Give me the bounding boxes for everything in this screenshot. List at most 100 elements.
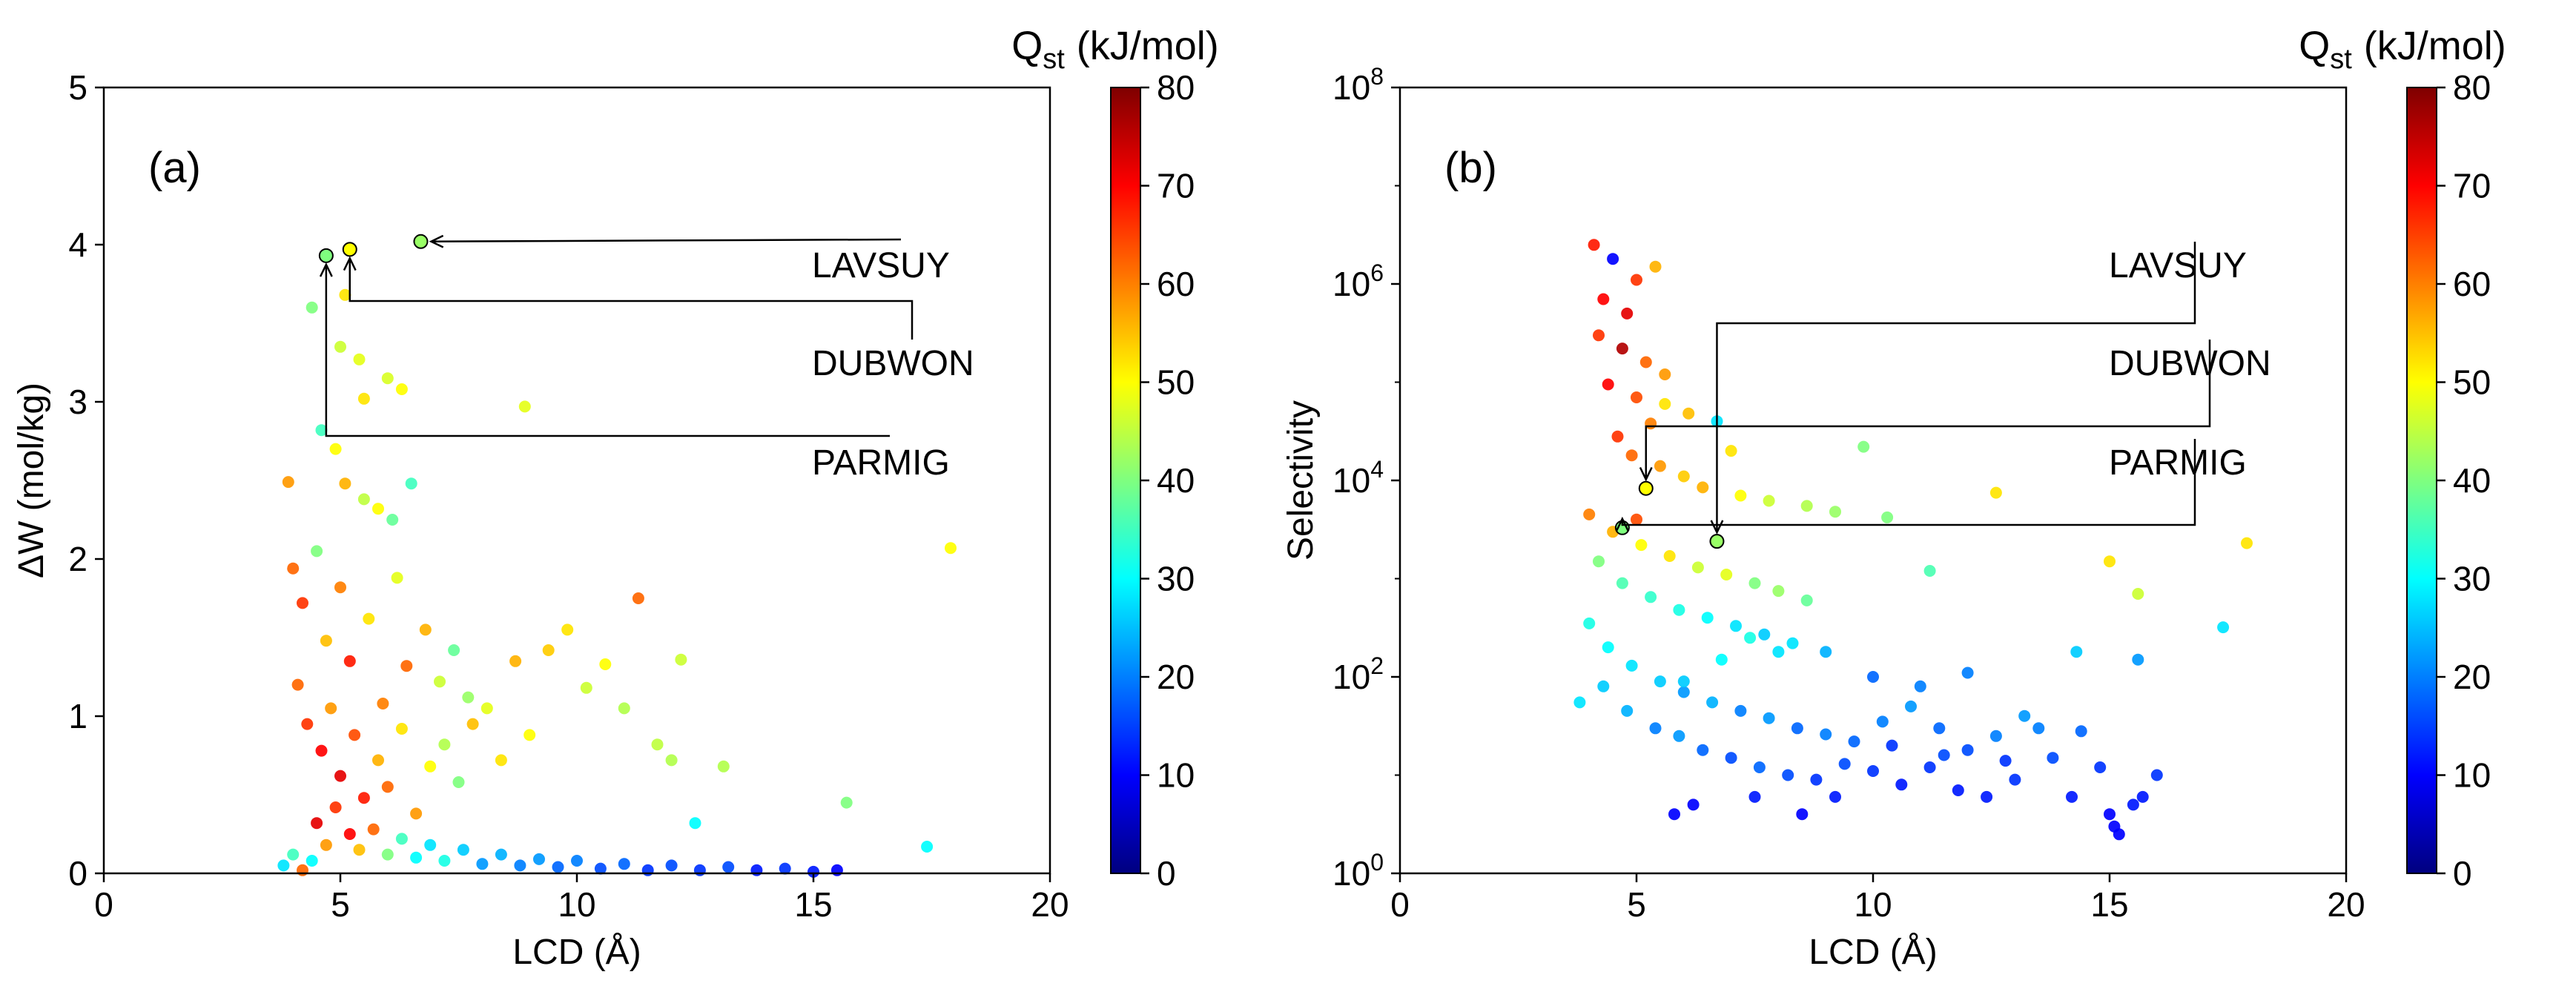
scatter-point xyxy=(1597,293,1610,305)
scatter-point xyxy=(1659,397,1671,410)
scatter-point xyxy=(320,635,332,647)
scatter-point xyxy=(1659,368,1671,380)
scatter-point xyxy=(1810,773,1823,786)
scatter-point xyxy=(1682,407,1695,420)
callout-point xyxy=(1638,480,1654,496)
x-tick-label: 10 xyxy=(558,885,595,924)
callout-point xyxy=(318,248,334,263)
scatter-point xyxy=(2047,752,2059,764)
scatter-point xyxy=(2104,555,2116,568)
callout-arrowhead xyxy=(1615,516,1629,532)
scatter-point xyxy=(381,372,394,385)
scatter-point xyxy=(1593,555,1605,568)
scatter-point xyxy=(1905,700,1917,712)
scatter-point xyxy=(349,729,361,741)
panel-label-a: (a) xyxy=(148,144,201,192)
colorbar-title-sub-b: st xyxy=(2330,44,2352,75)
scatter-point xyxy=(1952,784,1964,796)
y-tick-base: 10 xyxy=(1332,658,1370,696)
x-tick-label: 15 xyxy=(2090,885,2128,924)
colorbar-title-sub-a: st xyxy=(1043,44,1065,75)
scatter-point xyxy=(381,848,394,861)
scatter-point xyxy=(1782,769,1794,781)
scatter-point xyxy=(391,572,403,584)
scatter-point xyxy=(717,760,730,773)
scatter-point xyxy=(1611,430,1624,443)
colorbar-gradient-a xyxy=(1110,87,1141,874)
scatter-point xyxy=(334,581,346,594)
scatter-point xyxy=(665,859,678,872)
scatter-point xyxy=(1720,569,1733,580)
scatter-point xyxy=(357,493,370,506)
scatter-point xyxy=(372,503,384,515)
scatter-point xyxy=(1597,680,1610,692)
y-axis-title-a: ΔW (mol/kg) xyxy=(12,383,51,578)
scatter-point xyxy=(1989,486,2002,499)
scatter-point xyxy=(434,675,446,688)
scatter-point xyxy=(2104,808,2116,821)
scatter-point xyxy=(1730,620,1742,632)
scatter-point xyxy=(395,723,408,735)
scatter-point xyxy=(438,738,451,751)
scatter-point xyxy=(1838,758,1851,770)
scatter-point xyxy=(410,851,423,864)
x-axis-title-a: LCD (Å) xyxy=(512,933,641,972)
scatter-point xyxy=(641,864,654,876)
x-tick-label: 15 xyxy=(794,885,832,924)
colorbar-tick-label: 20 xyxy=(2453,658,2491,696)
scatter-point xyxy=(1857,440,1870,453)
scatter-point xyxy=(357,792,370,804)
scatter-point xyxy=(1616,343,1628,355)
scatter-point xyxy=(1583,508,1596,520)
scatter-point xyxy=(495,754,507,767)
y-tick-exponent: 2 xyxy=(1370,652,1384,679)
scatter-point xyxy=(1895,778,1908,791)
scatter-point xyxy=(438,855,451,867)
scatter-point xyxy=(1691,561,1704,574)
scatter-point xyxy=(1923,761,1936,773)
scatter-point xyxy=(1602,641,1614,654)
y-tick-label: 1 xyxy=(68,697,87,735)
callout-leader-line xyxy=(1621,439,2196,526)
scatter-point xyxy=(1820,646,1832,658)
scatter-point xyxy=(1625,449,1638,462)
scatter-point xyxy=(1914,680,1926,692)
y-tick-exponent: 8 xyxy=(1370,63,1384,90)
scatter-point xyxy=(1758,628,1771,641)
scatter-point xyxy=(410,807,423,820)
scatter-point xyxy=(277,859,290,872)
colorbar-tick-label: 10 xyxy=(1157,756,1195,795)
colorbar-title-b: Qst (kJ/mol) xyxy=(2299,24,2506,75)
scatter-point xyxy=(424,760,437,773)
scatter-point xyxy=(357,392,370,405)
scatter-point xyxy=(1701,612,1714,624)
y-tick-label: 4 xyxy=(68,225,87,264)
scatter-point xyxy=(689,817,701,830)
scatter-point xyxy=(533,853,545,865)
scatter-point xyxy=(1772,646,1785,658)
scatter-point xyxy=(334,770,346,782)
scatter-point xyxy=(571,855,583,867)
scatter-point xyxy=(1673,730,1685,742)
x-tick-label: 20 xyxy=(1031,885,1069,924)
scatter-point xyxy=(1631,274,1642,286)
scatter-point xyxy=(1673,603,1685,616)
scatter-point xyxy=(1829,790,1841,803)
scatter-point xyxy=(1706,696,1719,709)
scatter-point xyxy=(618,702,630,715)
x-tick-label: 0 xyxy=(94,885,113,924)
scatter-point xyxy=(1635,539,1648,552)
scatter-point xyxy=(306,301,318,314)
colorbar-b: 0 10 20 30 40 50 60 70 80 Qst (kJ/mol) xyxy=(2299,24,2506,893)
scatter-point xyxy=(386,514,399,526)
scatter-point xyxy=(329,801,342,813)
scatter-point xyxy=(480,702,493,715)
scatter-point xyxy=(830,864,843,876)
y-tick-base: 10 xyxy=(1332,68,1370,107)
colorbar-title-q-a: Q xyxy=(1011,24,1043,68)
y-tick-exponent: 0 xyxy=(1370,849,1384,876)
scatter-point xyxy=(2094,761,2107,773)
